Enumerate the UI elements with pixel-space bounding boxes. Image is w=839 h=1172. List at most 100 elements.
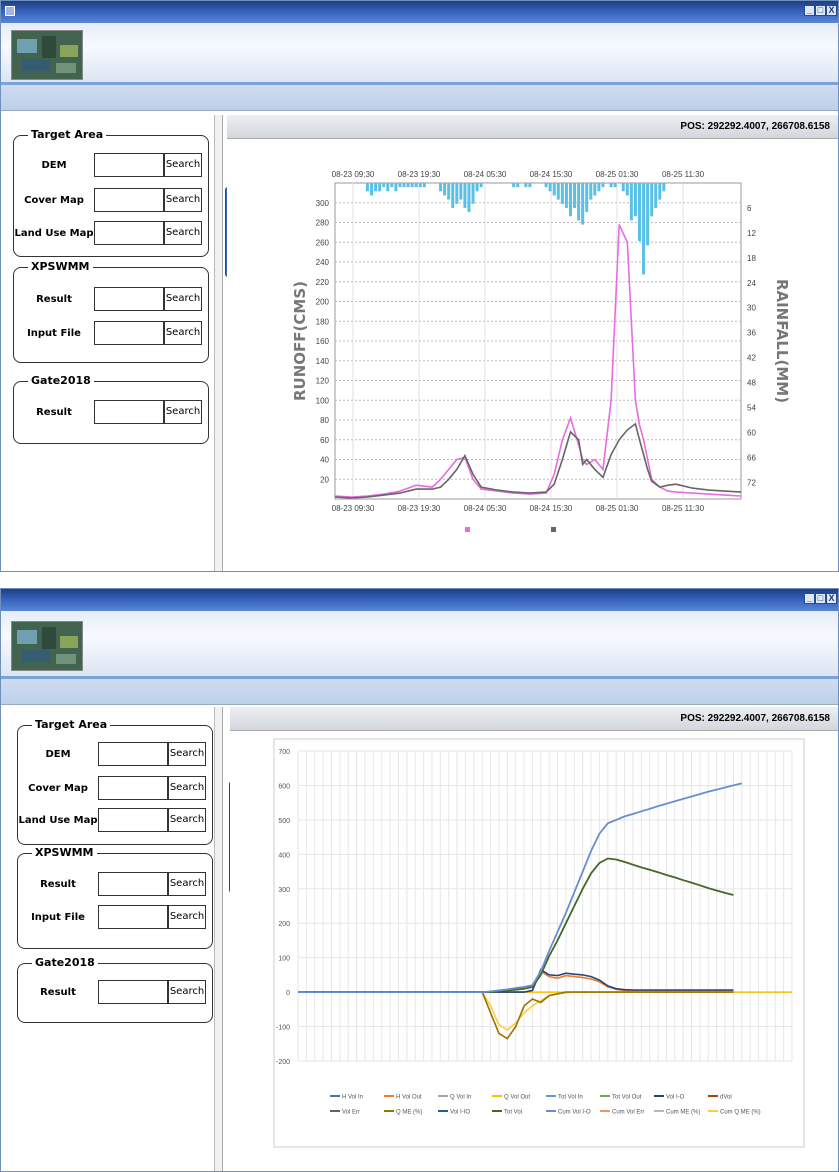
close-button[interactable]: X	[826, 5, 837, 16]
cover-map-input[interactable]	[94, 188, 164, 212]
y2-tick-label: 6	[747, 204, 752, 213]
result-input[interactable]	[98, 872, 168, 896]
minimize-button[interactable]: _	[804, 593, 815, 604]
rainfall-bar	[593, 183, 597, 196]
rainfall-bar	[560, 183, 564, 204]
y-tick-label: 600	[278, 783, 290, 790]
dem-search-button[interactable]: Search	[164, 153, 202, 177]
dem-search-button[interactable]: Search	[168, 742, 206, 766]
group-target-area: Target Area DEM Search Cover Map Search La…	[13, 128, 210, 257]
rainfall-bar	[398, 183, 402, 188]
legend-label: Cum Vol Err	[612, 1110, 644, 1116]
legend-marker	[465, 527, 470, 532]
group-target-area: Target Area DEM Search Cover Map Search La…	[17, 718, 214, 845]
dem-input[interactable]	[94, 153, 164, 177]
x-tick-label-top: 08-23 09:30	[332, 170, 375, 179]
rainfall-bar	[406, 183, 410, 188]
land-use-map-input[interactable]	[98, 808, 168, 832]
rainfall-bar	[548, 183, 552, 192]
y-tick-label: 300	[316, 199, 330, 208]
dem-input[interactable]	[98, 742, 168, 766]
row-input-file: Input File Search	[14, 321, 210, 347]
y2-tick-label: 48	[747, 379, 756, 388]
rainfall-bar	[524, 183, 528, 188]
map-logo-image	[11, 30, 83, 80]
row-dem: DEM Search	[18, 742, 214, 768]
legend-label: H Vol In	[342, 1095, 363, 1101]
left-scrollbar[interactable]	[214, 707, 222, 1171]
land-use-map-search-button[interactable]: Search	[164, 221, 202, 245]
input-file-input[interactable]	[94, 321, 164, 345]
cover-map-input[interactable]	[98, 776, 168, 800]
rainfall-bar	[556, 183, 560, 200]
chart-panel: POS: 292292.4007, 266708.6158 -200 -100 0 1…	[230, 707, 838, 1171]
legend-marker	[551, 527, 556, 532]
y-tick-label: 400	[278, 852, 290, 859]
left-scrollbar[interactable]	[214, 115, 222, 571]
rainfall-bar	[609, 183, 613, 188]
land-use-map-search-button[interactable]: Search	[168, 808, 206, 832]
land-use-map-input[interactable]	[94, 221, 164, 245]
rainfall-bar	[658, 183, 662, 200]
row-dem: DEM Search	[14, 153, 210, 179]
y2-tick-label: 24	[747, 279, 756, 288]
result-search-button[interactable]: Search	[168, 872, 206, 896]
x-tick-label-bottom: 08-23 19:30	[398, 504, 441, 513]
position-readout: POS: 292292.4007, 266708.6158	[227, 115, 838, 139]
rainfall-bar	[650, 183, 654, 217]
result-label: Result	[40, 879, 76, 890]
cover-map-label: Cover Map	[24, 195, 84, 206]
gate-result-input[interactable]	[94, 400, 164, 424]
cover-map-search-button[interactable]: Search	[168, 776, 206, 800]
input-file-search-button[interactable]: Search	[164, 321, 202, 345]
row-result: Result Search	[14, 287, 210, 313]
y-tick-label: 160	[316, 337, 330, 346]
cover-map-search-button[interactable]: Search	[164, 188, 202, 212]
banner	[1, 23, 838, 85]
title-bar: _ □ X	[1, 1, 838, 23]
y-tick-label: 0	[286, 990, 290, 997]
y-tick-label: 700	[278, 749, 290, 756]
y2-tick-label: 72	[747, 478, 756, 487]
legend-label: Q Vol Out	[504, 1095, 530, 1101]
legend-label: Vol Err	[342, 1110, 360, 1116]
rainfall-bar	[394, 183, 398, 192]
legend-label: Q Vol In	[450, 1095, 471, 1101]
minimize-button[interactable]: _	[804, 5, 815, 16]
gate-result-search-button[interactable]: Search	[168, 980, 206, 1004]
y2-tick-label: 42	[747, 354, 756, 363]
x-tick-label-top: 08-23 19:30	[398, 170, 441, 179]
result-search-button[interactable]: Search	[164, 287, 202, 311]
legend-label: Cum ME (%)	[666, 1110, 700, 1116]
title-bar: _ □ X	[1, 589, 838, 611]
maximize-button[interactable]: □	[815, 593, 826, 604]
x-tick-label-bottom: 08-24 15:30	[530, 504, 573, 513]
rainfall-bar	[646, 183, 650, 246]
y-tick-label: -100	[276, 1025, 290, 1032]
x-tick-label-bottom: 08-24 05:30	[464, 504, 507, 513]
group-title: Gate2018	[32, 956, 98, 969]
group-xpswmm: XPSWMM Result Search Input File Search	[13, 260, 210, 363]
rainfall-bar	[589, 183, 593, 200]
input-file-search-button[interactable]: Search	[168, 905, 206, 929]
rainfall-bar	[516, 183, 520, 188]
row-gate-result: Result Search	[14, 400, 210, 426]
rainfall-bar	[642, 183, 646, 275]
y-tick-label: 40	[320, 456, 329, 465]
y-tick-label: 100	[278, 956, 290, 963]
result-input[interactable]	[94, 287, 164, 311]
close-button[interactable]: X	[826, 593, 837, 604]
gate-result-input[interactable]	[98, 980, 168, 1004]
group-title: Target Area	[32, 718, 111, 731]
gate-result-search-button[interactable]: Search	[164, 400, 202, 424]
input-file-input[interactable]	[98, 905, 168, 929]
position-readout: POS: 292292.4007, 266708.6158	[230, 707, 838, 731]
rainfall-bar	[467, 183, 471, 213]
y2-tick-label: 18	[747, 254, 756, 263]
maximize-button[interactable]: □	[815, 5, 826, 16]
rainfall-bar	[451, 183, 455, 208]
y-tick-label: 260	[316, 238, 330, 247]
rainfall-bar	[544, 183, 548, 188]
map-logo-image	[11, 621, 83, 671]
legend-label: Tot Vol Out	[612, 1095, 642, 1101]
